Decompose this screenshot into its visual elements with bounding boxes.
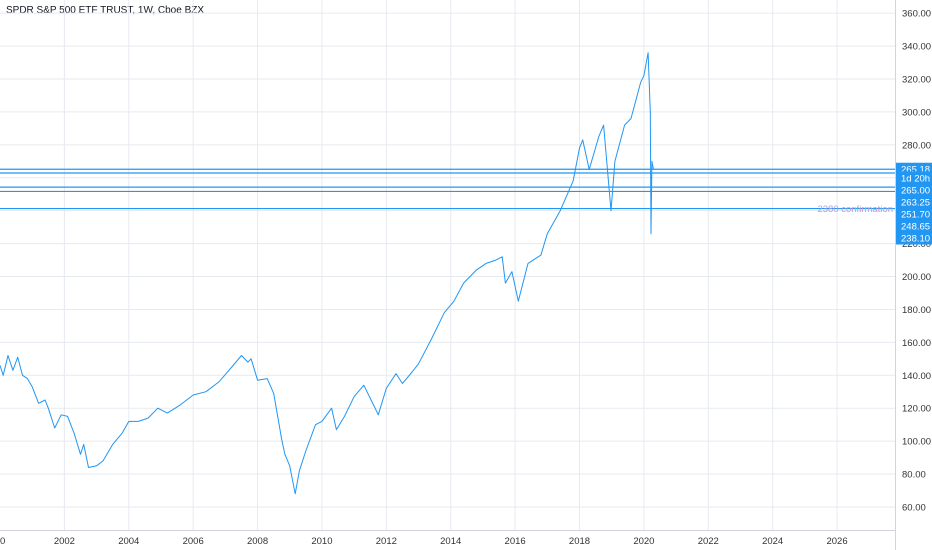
price-label: 263.25: [901, 197, 930, 208]
y-tick-label: 120.00: [902, 404, 931, 415]
y-tick-label: 160.00: [902, 338, 931, 349]
y-tick-label: 200.00: [902, 272, 931, 283]
price-label-box: [896, 219, 932, 233]
y-tick-label: 80.00: [902, 470, 926, 481]
x-tick-label: 2012: [376, 536, 397, 547]
x-tick-label: 2024: [762, 536, 783, 547]
time-axis: 00 2002 2004 2006 2008 2010 2012 2014 2016 2018 20…: [0, 530, 895, 547]
price-label: 1d 20h: [901, 173, 930, 184]
price-series-line: [0, 52, 654, 495]
price-label: 238.10: [901, 234, 930, 245]
chart-symbol-title: SPDR S&P 500 ETF TRUST, 1W, Cboe BZX: [6, 5, 205, 16]
price-label: 265.00: [901, 185, 930, 196]
x-tick-label: 2022: [698, 536, 719, 547]
x-tick-label: 00: [0, 536, 5, 547]
annotation-layer: 2380 confirmation: [817, 204, 893, 215]
price-label-box: [896, 171, 932, 185]
y-tick-label: 280.00: [902, 140, 931, 151]
y-tick-label: 180.00: [902, 305, 931, 316]
price-axis: 60.00 80.00 100.00 120.00 140.00 160.00 180.00…: [895, 0, 932, 550]
y-tick-label: 140.00: [902, 371, 931, 382]
x-tick-label: 2016: [505, 536, 526, 547]
y-tick-label: 320.00: [902, 75, 931, 86]
price-label: 265.18: [901, 165, 930, 176]
price-label-box: [896, 231, 932, 245]
y-tick-label: 360.00: [902, 9, 931, 20]
y-tick-label: 60.00: [902, 502, 926, 513]
y-tick-label: 340.00: [902, 42, 931, 53]
price-label: 251.70: [901, 209, 930, 220]
x-tick-label: 2010: [311, 536, 332, 547]
price-levels: [0, 168, 895, 210]
x-tick-label: 2014: [440, 536, 461, 547]
y-tick-label: 220.00: [902, 239, 931, 250]
price-label: 248.65: [901, 221, 930, 232]
x-tick-label: 2008: [247, 536, 268, 547]
annotation-label: 2380 confirmation: [817, 204, 893, 215]
price-label-box: [896, 183, 932, 197]
x-tick-label: 2006: [183, 536, 204, 547]
y-tick-label: 100.00: [902, 437, 931, 448]
x-tick-label: 2020: [633, 536, 654, 547]
y-tick-label: 300.00: [902, 107, 931, 118]
x-tick-label: 2004: [118, 536, 139, 547]
price-label-box: [896, 195, 932, 209]
series-layer: [0, 52, 654, 495]
x-tick-label: 2018: [569, 536, 590, 547]
x-tick-label: 2002: [54, 536, 75, 547]
grid: [0, 0, 895, 530]
price-label-box: [896, 207, 932, 221]
x-tick-label: 2026: [826, 536, 847, 547]
